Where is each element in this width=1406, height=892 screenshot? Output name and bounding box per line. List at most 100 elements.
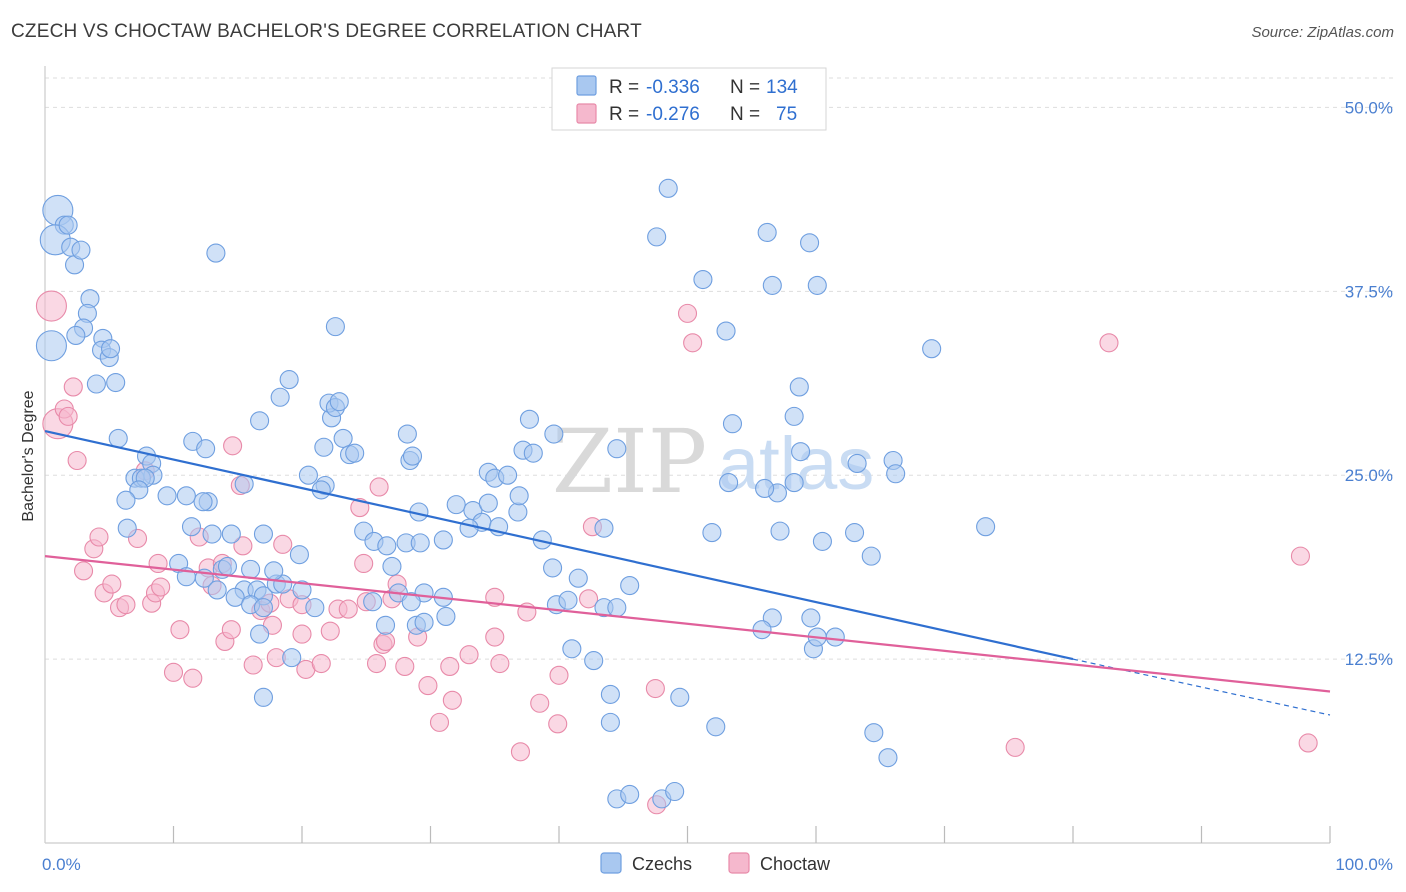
choctaw-point <box>579 589 599 609</box>
czech-point <box>264 561 284 581</box>
czech-point <box>221 524 241 544</box>
czech-point <box>402 446 423 466</box>
czech-n-value: 134 <box>766 77 798 98</box>
czech-point <box>544 424 564 444</box>
czech-point <box>129 480 149 500</box>
czech-point <box>314 437 334 457</box>
choctaw-point <box>530 693 550 713</box>
choctaw-point <box>683 333 703 353</box>
czech-point <box>207 580 227 600</box>
czech-point <box>225 587 245 607</box>
choctaw-point <box>677 303 698 323</box>
choctaw-point <box>221 620 241 640</box>
czech-point <box>812 531 832 551</box>
legend-czechs-swatch <box>600 852 622 874</box>
choctaw-point <box>1290 546 1310 566</box>
czech-point <box>584 651 604 671</box>
czech-trend-extension <box>1072 658 1331 716</box>
choctaw-point <box>233 536 253 556</box>
czech-point <box>206 243 226 263</box>
czech-point <box>298 465 318 485</box>
choctaw-point <box>89 527 109 547</box>
czech-point <box>433 530 453 550</box>
czech-point <box>176 486 196 506</box>
czech-point <box>58 215 78 235</box>
czech-points <box>35 178 996 809</box>
czech-point <box>886 464 906 484</box>
choctaw-point <box>366 653 387 674</box>
czech-point <box>410 533 430 553</box>
czech-point <box>801 608 821 628</box>
choctaw-point <box>223 436 243 456</box>
czech-point <box>693 269 713 290</box>
choctaw-n-label: N = <box>730 104 760 125</box>
czech-point <box>329 392 349 412</box>
czech-point <box>382 556 402 576</box>
czech-point <box>719 473 739 493</box>
choctaw-point <box>67 450 87 471</box>
x-tick-label: 100.0% <box>1335 855 1393 874</box>
choctaw-point <box>183 668 203 688</box>
czech-point <box>620 784 640 805</box>
czech-point <box>325 317 345 337</box>
czech-point <box>279 370 299 390</box>
choctaw-swatch <box>576 103 597 124</box>
choctaw-point <box>418 676 438 696</box>
czech-point <box>345 443 365 463</box>
czech-point <box>757 222 777 243</box>
czech-point <box>791 442 811 462</box>
choctaw-point <box>429 712 450 732</box>
czech-point <box>658 178 678 198</box>
czech-point <box>508 502 528 522</box>
watermark: ZIP atlas <box>552 410 874 513</box>
choctaw-point <box>273 534 293 554</box>
choctaw-point <box>485 627 505 647</box>
czech-point <box>670 687 690 707</box>
czech-point <box>241 559 261 579</box>
czech-point <box>253 687 274 707</box>
czech-point <box>755 478 775 499</box>
choctaw-point <box>63 377 83 397</box>
choctaw-point <box>375 631 396 652</box>
czech-point <box>722 414 743 434</box>
czech-point <box>375 615 396 635</box>
czech-point <box>270 387 290 407</box>
czech-point <box>363 592 383 612</box>
choctaw-point <box>163 662 184 682</box>
y-tick-label: 25.0% <box>1345 466 1393 485</box>
czech-point <box>253 524 274 544</box>
choctaw-point <box>151 577 171 597</box>
czech-point <box>716 321 736 341</box>
czech-point <box>116 490 136 510</box>
czech-point <box>106 372 126 393</box>
czech-point <box>878 748 898 768</box>
choctaw-point <box>440 656 460 677</box>
czech-point <box>600 712 620 732</box>
choctaw-point <box>58 406 78 426</box>
choctaw-point <box>243 655 263 675</box>
czech-point <box>117 518 137 538</box>
choctaw-point <box>338 599 358 619</box>
czech-point <box>282 648 302 668</box>
czech-point <box>377 536 397 556</box>
choctaw-point <box>292 624 312 644</box>
czech-point <box>436 606 456 626</box>
czech-point <box>665 781 685 802</box>
czech-point <box>864 723 884 743</box>
czech-point <box>202 524 222 544</box>
czech-point <box>509 486 529 506</box>
czech-point <box>66 325 86 346</box>
czech-point <box>752 620 772 640</box>
czech-point <box>86 374 106 394</box>
czech-point <box>847 453 867 473</box>
choctaw-point <box>354 553 374 574</box>
czech-point <box>647 227 667 247</box>
czech-point <box>250 624 270 644</box>
choctaw-point <box>459 645 479 665</box>
choctaw-point <box>74 561 94 581</box>
czech-point <box>784 473 804 493</box>
czech-point <box>976 517 996 537</box>
series-legend: Czechs Choctaw <box>600 852 831 874</box>
stats-legend: R = -0.336 N = 134 R = -0.276 N = 75 <box>551 67 827 131</box>
czech-point <box>770 521 790 541</box>
